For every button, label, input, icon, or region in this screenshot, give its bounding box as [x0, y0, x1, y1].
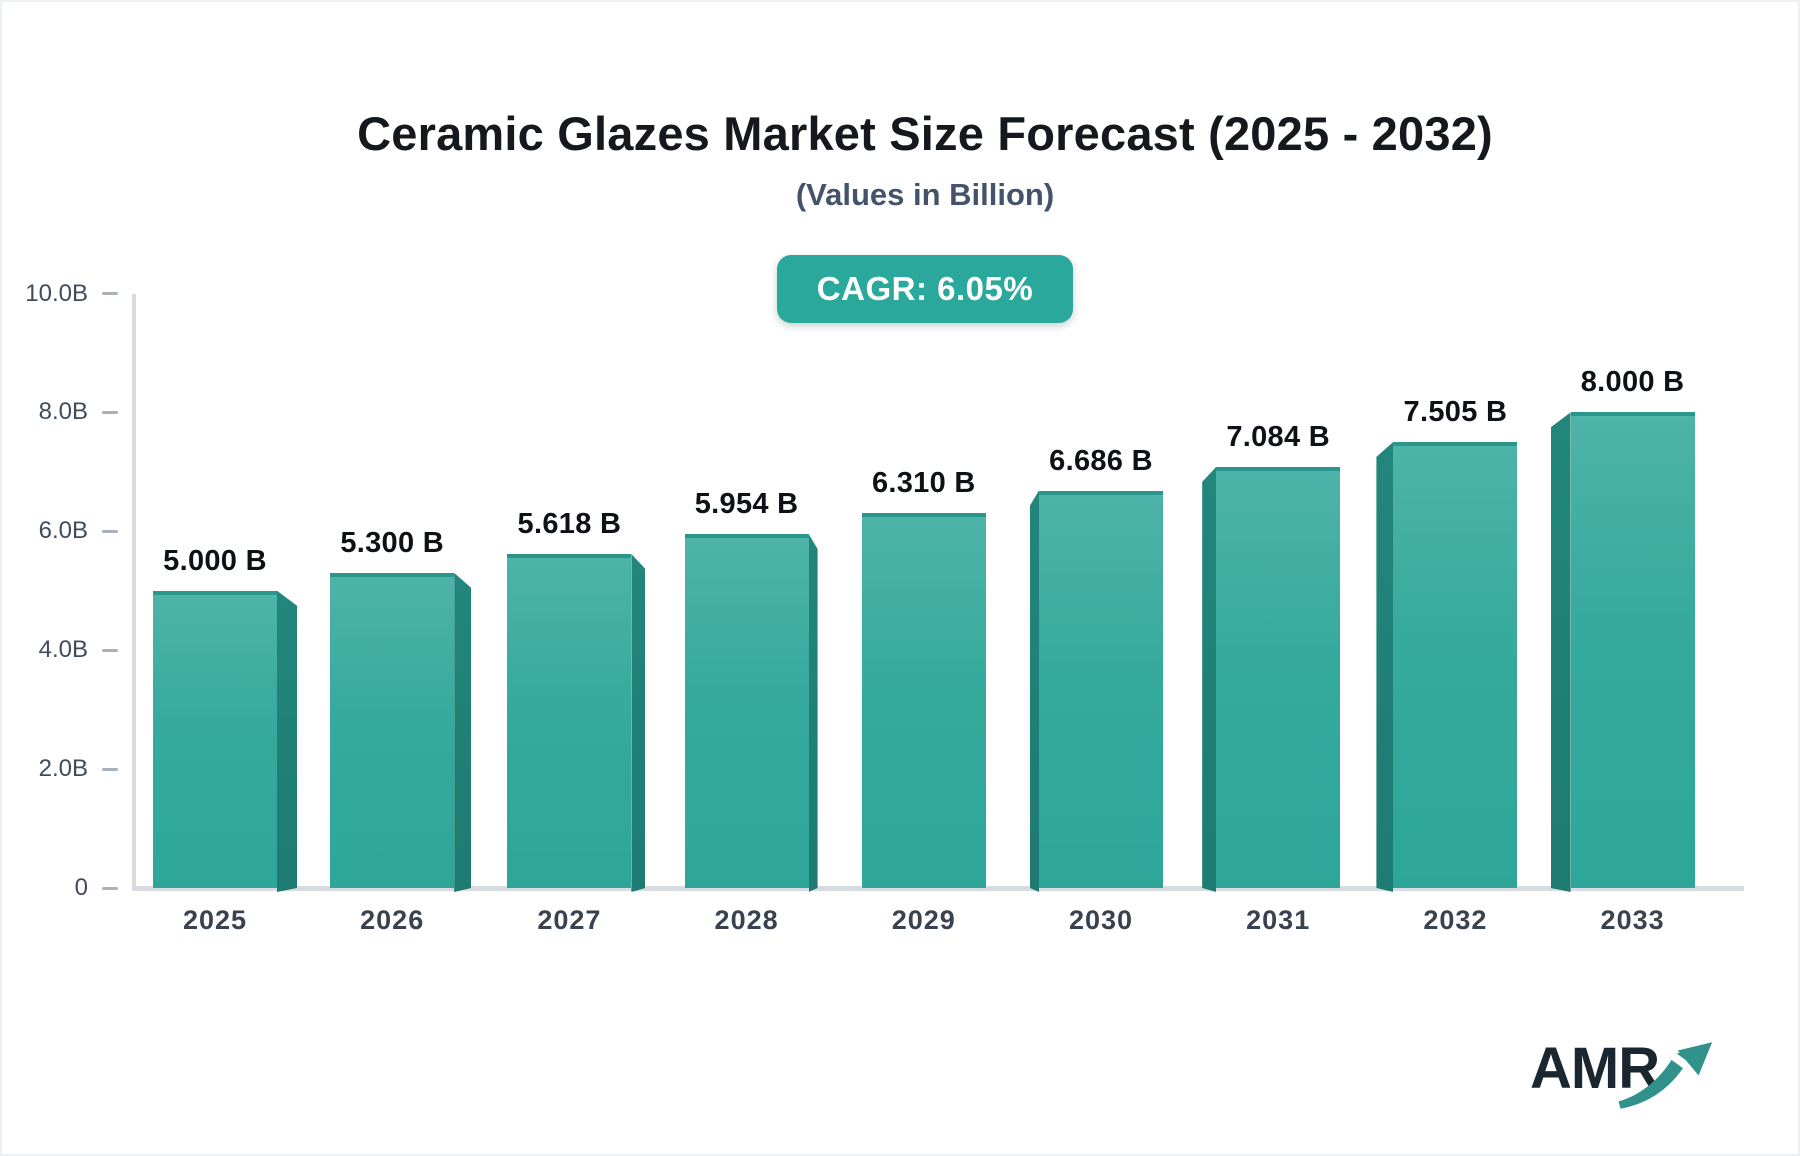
- y-axis-tick-mark: [102, 767, 118, 771]
- bar-side-face: [454, 573, 471, 892]
- bar-side-face: [1030, 491, 1039, 892]
- chart-header: Ceramic Glazes Market Size Forecast (202…: [52, 106, 1798, 213]
- y-axis-tick-mark: [102, 886, 118, 890]
- bar-value-label: 6.310 B: [871, 466, 976, 499]
- growth-arrow-icon: [1618, 1042, 1713, 1109]
- bar-side-face: [809, 534, 818, 892]
- bar-value-label: 5.300 B: [340, 526, 445, 559]
- x-axis-label-2030: 2030: [1068, 905, 1134, 935]
- x-axis-label-2025: 2025: [182, 905, 248, 935]
- bar-2031: [1216, 466, 1341, 888]
- y-axis-tick-mark: [102, 648, 118, 652]
- bar-2027: [507, 554, 632, 888]
- bar-value-label: 7.084 B: [1226, 420, 1331, 453]
- bar-value-label: 5.000 B: [163, 544, 267, 577]
- x-axis-line: [132, 886, 1744, 891]
- amr-logo-text: AMR: [1530, 1036, 1660, 1101]
- y-axis-tick-label: 6.0B: [38, 517, 88, 545]
- chart-title: Ceramic Glazes Market Size Forecast (202…: [357, 107, 1493, 160]
- bar-2030: [1039, 490, 1163, 888]
- y-axis-tick-label: 2.0B: [38, 755, 88, 783]
- bar-2032: [1393, 441, 1518, 888]
- bar-2026: [330, 572, 455, 888]
- bar-2029: [861, 512, 986, 888]
- y-axis-tick-mark: [102, 292, 118, 295]
- bar-value-label: 8.000 B: [1580, 366, 1685, 399]
- y-axis-line: [132, 294, 136, 891]
- y-axis-tick-label: 0: [74, 874, 88, 901]
- bar-side-face: [1202, 467, 1216, 892]
- bar-value-label: 7.505 B: [1403, 395, 1508, 428]
- x-axis-label-2026: 2026: [360, 905, 425, 935]
- bar-value-label: 6.686 B: [1049, 444, 1153, 477]
- bar-value-label: 5.954 B: [694, 488, 799, 521]
- bar-side-face: [1551, 412, 1571, 892]
- x-axis-label-2029: 2029: [891, 905, 956, 935]
- bar-side-face: [277, 591, 297, 892]
- bar-2028: [684, 534, 809, 888]
- y-axis-tick-label: 4.0B: [38, 636, 88, 664]
- x-axis-label-2033: 2033: [1600, 905, 1665, 935]
- x-axis-label-2031: 2031: [1246, 905, 1311, 935]
- y-axis-tick-mark: [102, 410, 118, 414]
- chart-subtitle: (Values in Billion): [795, 177, 1055, 212]
- x-axis-label-2027: 2027: [537, 905, 602, 935]
- bar-value-label: 5.618 B: [517, 508, 622, 540]
- bar-side-face: [631, 554, 645, 892]
- bar-2025: [153, 590, 277, 888]
- x-axis-label-2028: 2028: [714, 905, 779, 935]
- bar-side-face: [1376, 442, 1393, 892]
- amr-logo: AMR: [1530, 1038, 1720, 1118]
- y-axis-tick-label: 8.0B: [38, 398, 88, 426]
- cagr-badge: CAGR: 6.05%: [776, 255, 1074, 323]
- y-axis-tick-mark: [102, 529, 118, 533]
- y-axis-tick-label: 10.0B: [25, 279, 88, 307]
- bar-2033: [1570, 412, 1695, 888]
- x-axis-label-2032: 2032: [1423, 905, 1488, 935]
- cagr-badge-wrap: CAGR: 6.05%: [52, 255, 1798, 323]
